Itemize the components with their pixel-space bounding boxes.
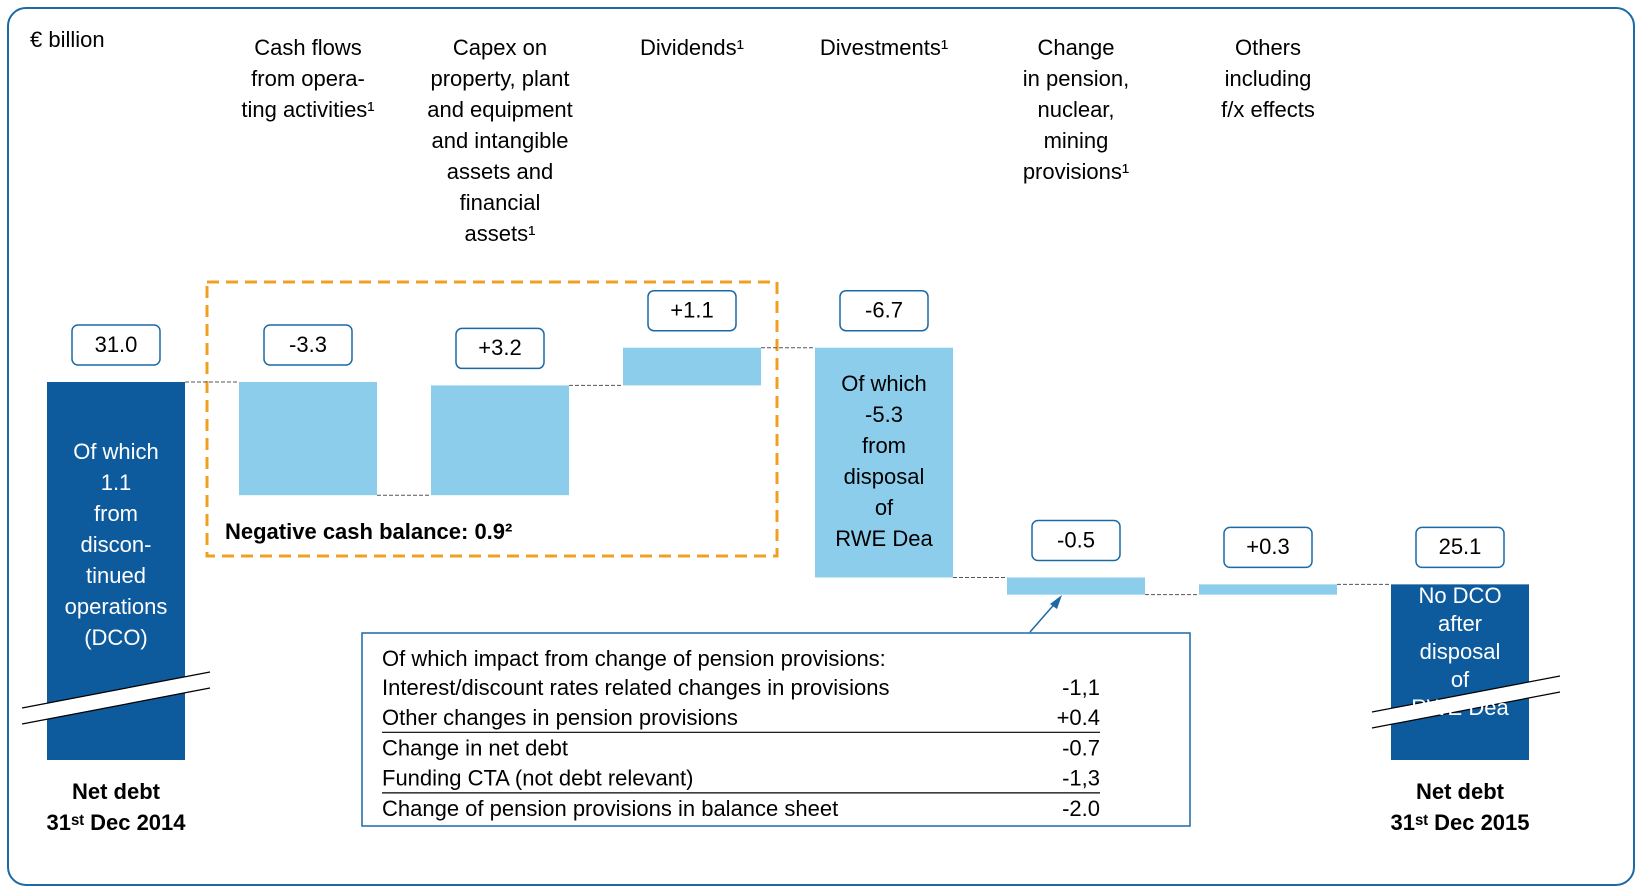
axis-break-line <box>1371 675 1561 713</box>
note-row-value: -0.7 <box>1062 735 1100 760</box>
axis-break-line <box>1371 691 1561 729</box>
value-label-box <box>1031 519 1121 562</box>
highlight-label: Negative cash balance: 0.9² <box>225 519 513 544</box>
note-row-value: -2.0 <box>1062 796 1100 821</box>
note-row-value: +0.4 <box>1057 705 1100 730</box>
note-row-value: -1,3 <box>1062 766 1100 791</box>
note-row-value: -1,1 <box>1062 675 1100 700</box>
bar <box>1007 577 1145 595</box>
note-row-label: Interest/discount rates related changes … <box>382 675 890 700</box>
bar-annotation: Of which 1.1 from discon- tinued operati… <box>64 439 168 650</box>
axis-break-line <box>21 671 211 709</box>
unit-label: € billion <box>30 27 105 52</box>
category-label: Cash flows from opera- ting activities¹ <box>241 35 375 122</box>
bar-annotation: Of which -5.3 from disposal of RWE Dea <box>835 370 933 551</box>
value-label: +0.3 <box>1246 534 1289 559</box>
note-arrow-head <box>1050 595 1062 609</box>
value-label-box <box>455 327 545 370</box>
axis-break-line <box>21 687 211 725</box>
category-label: Capex on property, plant and equipment a… <box>427 35 573 246</box>
category-label: Others including f/x effects <box>1221 35 1315 122</box>
bar <box>815 347 953 578</box>
value-label: -6.7 <box>865 298 903 323</box>
bar <box>1391 584 1529 760</box>
category-label: Net debt 31ˢᵗ Dec 2014 <box>46 779 186 835</box>
highlight-box <box>205 280 779 558</box>
value-label-box <box>647 289 737 332</box>
frame <box>7 7 1635 886</box>
note-row-label: Other changes in pension provisions <box>382 705 738 730</box>
value-label-box <box>1223 526 1313 569</box>
category-label: Change in pension, nuclear, mining provi… <box>1022 35 1130 184</box>
note-title: Of which impact from change of pension p… <box>382 646 886 671</box>
note-box <box>361 632 1191 827</box>
value-label: 25.1 <box>1439 534 1482 559</box>
value-label-box <box>263 324 353 366</box>
value-label: +1.1 <box>670 298 713 323</box>
bar <box>623 347 761 386</box>
value-label: -3.3 <box>289 332 327 357</box>
bar <box>1199 584 1337 595</box>
value-label: 31.0 <box>95 332 138 357</box>
value-label-box <box>1415 526 1505 569</box>
note-row-label: Change of pension provisions in balance … <box>382 796 838 821</box>
value-label: +3.2 <box>478 335 521 360</box>
bar <box>239 382 377 496</box>
value-label: -0.5 <box>1057 527 1095 552</box>
axis-break <box>22 672 210 724</box>
category-label: Divestments¹ <box>819 35 949 60</box>
note-row-label: Change in net debt <box>382 735 568 760</box>
value-label-box <box>839 289 929 332</box>
value-label-box <box>71 324 161 366</box>
category-label: Net debt 31ˢᵗ Dec 2015 <box>1390 779 1530 835</box>
category-label: Dividends¹ <box>640 35 744 60</box>
bar-annotation: No DCO after disposal of RWE Dea <box>1411 583 1509 721</box>
note-row-label: Funding CTA (not debt relevant) <box>382 766 693 791</box>
axis-break <box>1372 676 1560 728</box>
bar <box>431 385 569 496</box>
